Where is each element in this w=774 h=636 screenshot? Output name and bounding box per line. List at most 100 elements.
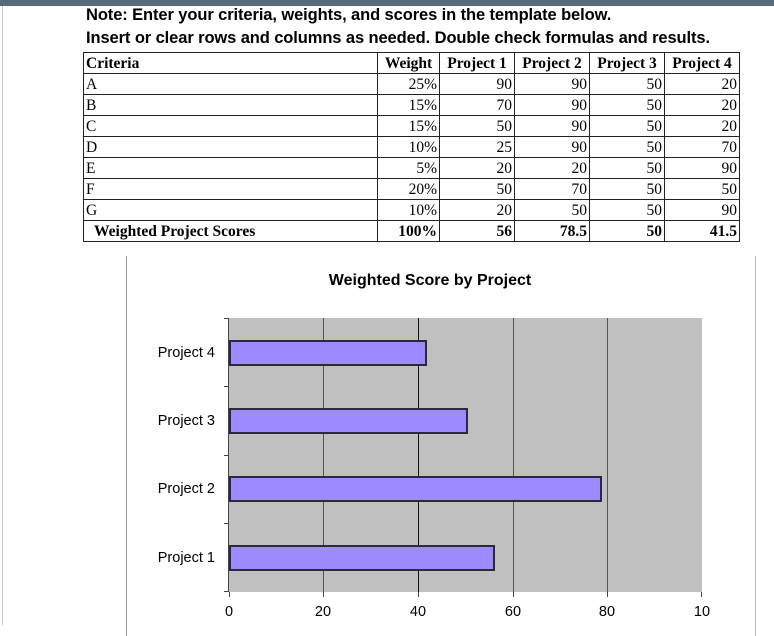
score-cell[interactable]: 50 [589, 199, 665, 221]
gridline-80 [607, 318, 608, 592]
criteria-cell[interactable]: F [83, 178, 378, 200]
x-tick [607, 592, 608, 597]
table-row: B 15% 70 90 50 20 [83, 94, 740, 116]
total-row: Weighted Project Scores 100% 56 78.5 50 … [83, 220, 740, 242]
score-cell[interactable]: 90 [664, 157, 740, 179]
header-project-1[interactable]: Project 1 [439, 52, 515, 74]
plot-area [224, 318, 702, 597]
x-tick-label: 10 [693, 604, 711, 620]
table-row: E 5% 20 20 50 90 [83, 157, 740, 179]
gridline-20 [323, 318, 324, 592]
bar-project-2[interactable] [229, 476, 602, 502]
criteria-cell[interactable]: C [83, 115, 378, 137]
criteria-cell[interactable]: E [83, 157, 378, 179]
score-cell[interactable]: 20 [439, 199, 515, 221]
total-label[interactable]: Weighted Project Scores [83, 220, 378, 242]
header-criteria[interactable]: Criteria [83, 52, 378, 74]
score-cell[interactable]: 50 [664, 178, 740, 200]
score-cell[interactable]: 20 [664, 73, 740, 95]
score-cell[interactable]: 50 [439, 178, 515, 200]
weight-cell[interactable]: 15% [377, 94, 440, 116]
score-cell[interactable]: 50 [589, 136, 665, 158]
window-top-bar [0, 0, 774, 6]
table-header-row: Criteria Weight Project 1 Project 2 Proj… [83, 52, 740, 74]
table-row: F 20% 50 70 50 50 [83, 178, 740, 200]
x-tick [513, 592, 514, 597]
weight-cell[interactable]: 10% [377, 136, 440, 158]
gridline-40 [418, 318, 419, 592]
chart-container[interactable]: Weighted Score by Project Project 4 Proj… [126, 256, 756, 636]
score-cell[interactable]: 50 [589, 157, 665, 179]
y-tick [224, 455, 229, 456]
total-project-3[interactable]: 50 [589, 220, 665, 242]
x-tick-label: 20 [314, 604, 332, 620]
x-tick-label: 80 [598, 604, 616, 620]
score-cell[interactable]: 90 [514, 115, 590, 137]
gridline-60 [513, 318, 514, 592]
header-project-3[interactable]: Project 3 [589, 52, 665, 74]
criteria-cell[interactable]: D [83, 136, 378, 158]
score-cell[interactable]: 50 [589, 73, 665, 95]
weight-cell[interactable]: 15% [377, 115, 440, 137]
weight-cell[interactable]: 10% [377, 199, 440, 221]
y-label-project-3: Project 3 [157, 413, 215, 429]
table-row: G 10% 20 50 50 90 [83, 199, 740, 221]
score-cell[interactable]: 50 [589, 115, 665, 137]
x-tick [701, 592, 702, 597]
x-tick [418, 592, 419, 597]
score-cell[interactable]: 70 [514, 178, 590, 200]
score-cell[interactable]: 90 [514, 136, 590, 158]
note-line-1: Note: Enter your criteria, weights, and … [86, 6, 612, 24]
y-label-project-2: Project 2 [157, 481, 215, 497]
total-project-4[interactable]: 41.5 [664, 220, 740, 242]
total-project-2[interactable]: 78.5 [514, 220, 590, 242]
x-tick-label: 60 [504, 604, 522, 620]
chart-title: Weighted Score by Project [328, 272, 532, 289]
y-tick [224, 318, 229, 319]
y-tick [224, 591, 229, 592]
score-cell[interactable]: 25 [439, 136, 515, 158]
total-project-1[interactable]: 56 [439, 220, 515, 242]
score-cell[interactable]: 50 [589, 178, 665, 200]
bar-project-1[interactable] [229, 545, 495, 571]
bar-project-4[interactable] [229, 340, 427, 366]
note-line-2: Insert or clear rows and columns as need… [86, 29, 710, 47]
score-cell[interactable]: 20 [514, 157, 590, 179]
score-cell[interactable]: 50 [514, 199, 590, 221]
table-row: A 25% 90 90 50 20 [83, 73, 740, 95]
weight-cell[interactable]: 20% [377, 178, 440, 200]
x-tick [229, 592, 230, 597]
criteria-cell[interactable]: A [83, 73, 378, 95]
table-row: D 10% 25 90 50 70 [83, 136, 740, 158]
score-cell[interactable]: 90 [664, 199, 740, 221]
score-cell[interactable]: 20 [439, 157, 515, 179]
bar-project-3[interactable] [229, 408, 468, 434]
score-cell[interactable]: 50 [589, 94, 665, 116]
criteria-cell[interactable]: G [83, 199, 378, 221]
header-project-4[interactable]: Project 4 [664, 52, 740, 74]
left-border [2, 6, 3, 625]
x-tick-label: 0 [224, 604, 234, 620]
header-weight[interactable]: Weight [377, 52, 440, 74]
score-cell[interactable]: 70 [664, 136, 740, 158]
y-label-project-4: Project 4 [157, 345, 215, 361]
score-cell[interactable]: 50 [439, 115, 515, 137]
score-cell[interactable]: 90 [514, 94, 590, 116]
criteria-cell[interactable]: B [83, 94, 378, 116]
y-label-project-1: Project 1 [157, 550, 215, 566]
header-project-2[interactable]: Project 2 [514, 52, 590, 74]
y-tick [224, 523, 229, 524]
y-tick [224, 386, 229, 387]
score-cell[interactable]: 70 [439, 94, 515, 116]
weight-cell[interactable]: 25% [377, 73, 440, 95]
x-tick [323, 592, 324, 597]
x-tick-label: 40 [409, 604, 427, 620]
score-cell[interactable]: 20 [664, 94, 740, 116]
weight-cell[interactable]: 5% [377, 157, 440, 179]
criteria-table: Criteria Weight Project 1 Project 2 Proj… [83, 52, 740, 242]
score-cell[interactable]: 90 [514, 73, 590, 95]
table-row: C 15% 50 90 50 20 [83, 115, 740, 137]
total-weight[interactable]: 100% [377, 220, 440, 242]
score-cell[interactable]: 90 [439, 73, 515, 95]
score-cell[interactable]: 20 [664, 115, 740, 137]
